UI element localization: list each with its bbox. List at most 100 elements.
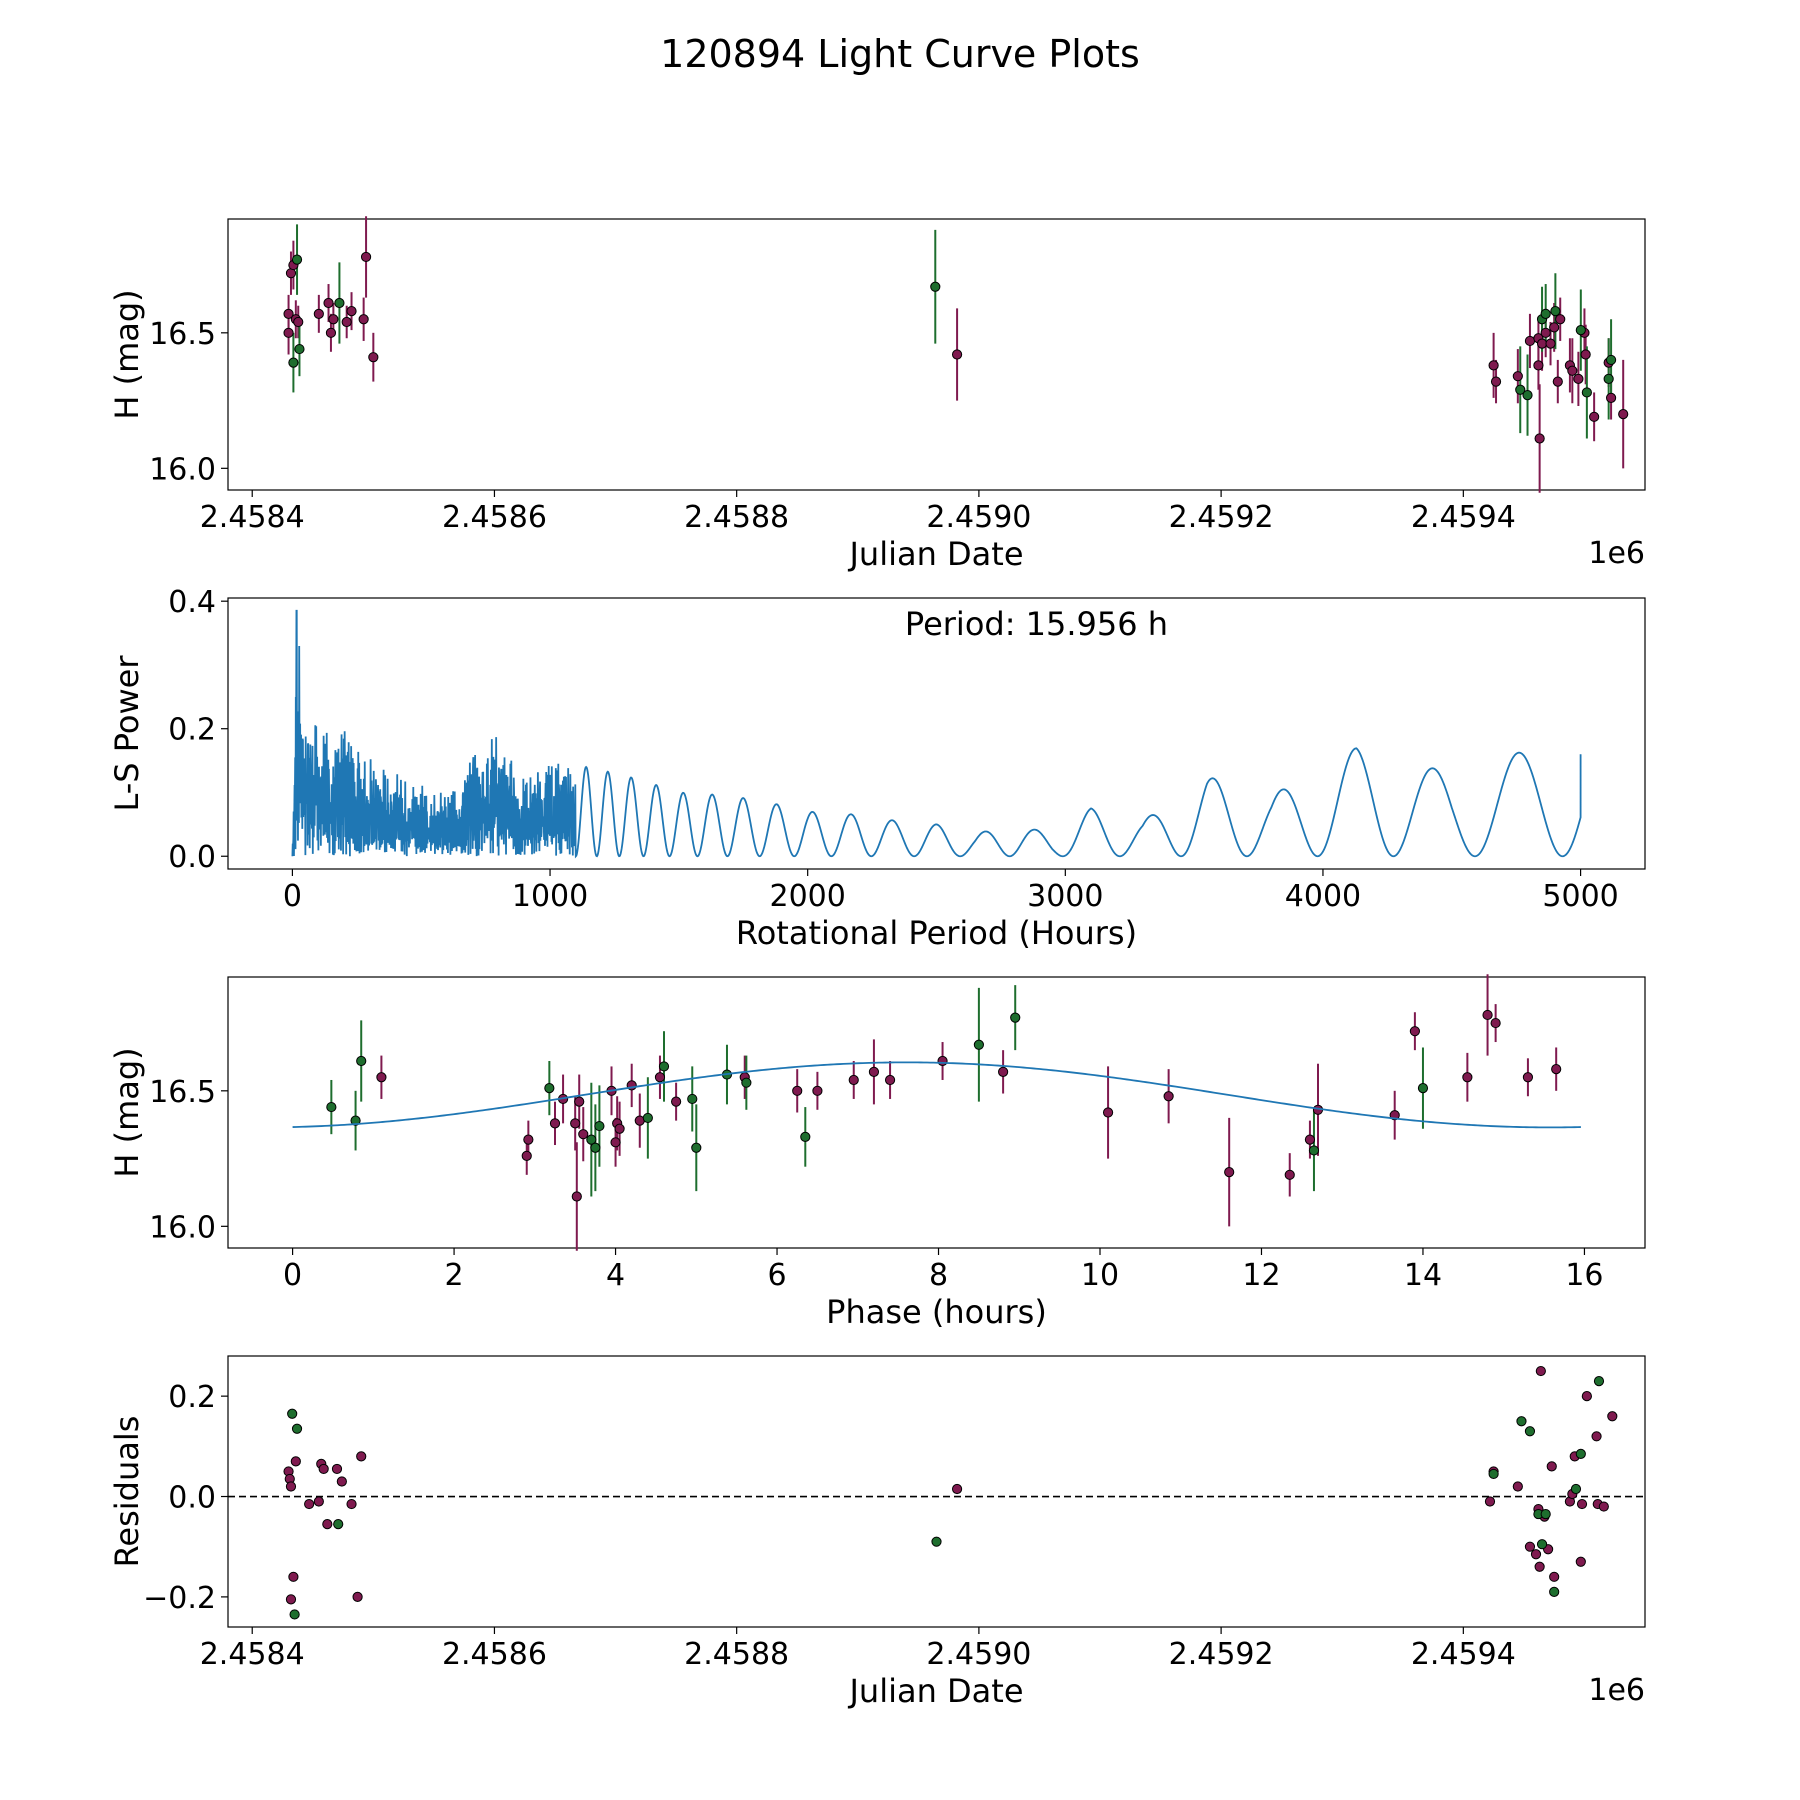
- residuals-y-axis-label: Residuals: [108, 1416, 146, 1568]
- phased-point-magenta: [1462, 1072, 1473, 1083]
- phased-point-magenta: [1304, 1134, 1316, 1145]
- phased-point-magenta: [848, 1074, 859, 1086]
- periodogram-panel: 0 1000 2000 3000 4000 5000 0.0 0.2 0.4 Rotational…: [108, 585, 1646, 952]
- lightcurve-point-green: [291, 254, 303, 265]
- residuals-point-magenta: [356, 1451, 367, 1462]
- lightcurve-point-magenta: [1573, 373, 1584, 384]
- lightcurve-y-tick-label: 16.0: [149, 452, 216, 487]
- residuals-x-tick-label: 2.4592: [1169, 1637, 1274, 1672]
- phased-x-tick-label: 12: [1242, 1258, 1280, 1293]
- residuals-y-tick-label: −0.2: [143, 1581, 216, 1616]
- phased-y-axis-label: H (mag): [108, 1047, 146, 1177]
- lightcurve-point-magenta: [323, 297, 334, 309]
- residuals-point-magenta: [290, 1456, 301, 1467]
- lightcurve-point-green: [1515, 384, 1526, 395]
- lightcurve-point-magenta: [1555, 314, 1566, 325]
- residuals-point-green: [1575, 1448, 1586, 1459]
- phased-point-magenta: [614, 1123, 625, 1134]
- phased-x-tick-label: 8: [929, 1258, 948, 1293]
- lightcurve-point-magenta: [325, 327, 337, 338]
- residuals-point-magenta: [1512, 1481, 1523, 1492]
- periodogram-axes-frame: [227, 597, 1646, 870]
- lightcurve-point-magenta: [346, 306, 357, 317]
- phased-point-magenta: [1284, 1169, 1295, 1180]
- phased-point-magenta: [610, 1137, 621, 1148]
- residuals-point-magenta: [1591, 1431, 1602, 1442]
- phased-point-green: [590, 1142, 601, 1153]
- residuals-point-magenta: [1575, 1556, 1586, 1567]
- phased-point-green: [642, 1112, 653, 1124]
- lightcurve-point-magenta: [1549, 322, 1560, 333]
- lightcurve-point-magenta: [313, 308, 324, 319]
- periodogram-x-tick-label: 1000: [512, 879, 588, 914]
- residuals-point-green: [1593, 1375, 1605, 1387]
- phased-point-green: [687, 1093, 698, 1105]
- lightcurve-x-offset-label: 1e6: [1588, 536, 1645, 571]
- residuals-y-tick-label: 0.2: [168, 1380, 216, 1415]
- phased-axes-frame: [227, 976, 1646, 1249]
- phased-point-magenta: [1551, 1064, 1562, 1075]
- residuals-point-green: [291, 1423, 303, 1434]
- residuals-axes-frame: [227, 1355, 1646, 1628]
- periodogram-y-tick-label: 0.4: [168, 585, 216, 620]
- residuals-point-magenta: [1581, 1391, 1592, 1402]
- residuals-point-green: [931, 1536, 942, 1547]
- residuals-point-magenta: [313, 1496, 324, 1507]
- lightcurve-point-magenta: [1567, 365, 1578, 376]
- phased-point-magenta: [574, 1096, 585, 1107]
- residuals-point-magenta: [352, 1591, 363, 1602]
- phased-point-magenta: [654, 1072, 666, 1083]
- lightcurve-point-green: [930, 281, 941, 292]
- residuals-point-green: [333, 1519, 344, 1530]
- residuals-point-magenta: [336, 1476, 347, 1487]
- periodogram-y-tick-label: 0.0: [168, 840, 216, 875]
- phased-point-green: [594, 1120, 605, 1132]
- residuals-x-tick-label: 2.4588: [684, 1637, 789, 1672]
- lightcurve-point-magenta: [951, 349, 963, 360]
- phased-point-green: [973, 1039, 984, 1050]
- lightcurve-point-magenta: [1524, 335, 1536, 347]
- phased-point-green: [800, 1131, 811, 1142]
- phased-point-green: [691, 1142, 702, 1153]
- phased-x-tick-label: 14: [1404, 1258, 1442, 1293]
- lightcurve-point-green: [1581, 387, 1592, 398]
- lightcurve-point-green: [294, 343, 305, 355]
- phased-point-magenta: [578, 1129, 589, 1140]
- residuals-panel: 2.4584 2.4586 2.4588 2.4590 2.4592 2.4594 −0.2…: [108, 1355, 1646, 1710]
- lightcurve-point-green: [334, 297, 345, 309]
- residuals-point-magenta: [1598, 1501, 1609, 1512]
- periodogram-y-tick-label: 0.2: [168, 713, 216, 748]
- lightcurve-point-green: [1603, 373, 1614, 384]
- phased-point-green: [544, 1083, 555, 1094]
- lightcurve-point-magenta: [368, 352, 379, 363]
- phased-point-green: [586, 1134, 597, 1145]
- figure-title: 120894 Light Curve Plots: [660, 32, 1140, 76]
- lightcurve-y-tick-label: 16.5: [149, 317, 216, 352]
- residuals-point-green: [1488, 1468, 1499, 1480]
- phased-y-tick-label: 16.0: [149, 1210, 216, 1245]
- residuals-point-magenta: [346, 1498, 357, 1510]
- phased-point-green: [741, 1077, 752, 1088]
- lightcurve-point-magenta: [1490, 376, 1502, 387]
- residuals-x-tick-label: 2.4584: [200, 1637, 305, 1672]
- lightcurve-point-magenta: [1534, 433, 1545, 444]
- residuals-x-tick-label: 2.4594: [1411, 1637, 1516, 1672]
- residuals-point-green: [1516, 1416, 1527, 1427]
- lightcurve-point-magenta: [341, 316, 352, 328]
- periodogram-x-axis-label: Rotational Period (Hours): [736, 914, 1137, 952]
- lightcurve-x-tick-label: 2.4588: [684, 500, 789, 535]
- periodogram-x-tick-label: 5000: [1542, 879, 1618, 914]
- lightcurve-x-tick-label: 2.4594: [1411, 500, 1516, 535]
- residuals-point-magenta: [1535, 1365, 1546, 1377]
- phased-x-tick-label: 4: [606, 1258, 625, 1293]
- lightcurve-panel: 2.4584 2.4586 2.4588 2.4590 2.4592 2.4594 16.0…: [108, 216, 1646, 573]
- phased-point-green: [658, 1061, 670, 1072]
- phased-point-magenta: [1490, 1017, 1501, 1029]
- residuals-point-magenta: [1549, 1571, 1560, 1582]
- residuals-point-green: [1570, 1483, 1582, 1495]
- phased-x-tick-label: 10: [1081, 1258, 1119, 1293]
- phased-point-magenta: [868, 1066, 880, 1077]
- lightcurve-point-magenta: [358, 314, 369, 325]
- lightcurve-point-magenta: [283, 308, 294, 319]
